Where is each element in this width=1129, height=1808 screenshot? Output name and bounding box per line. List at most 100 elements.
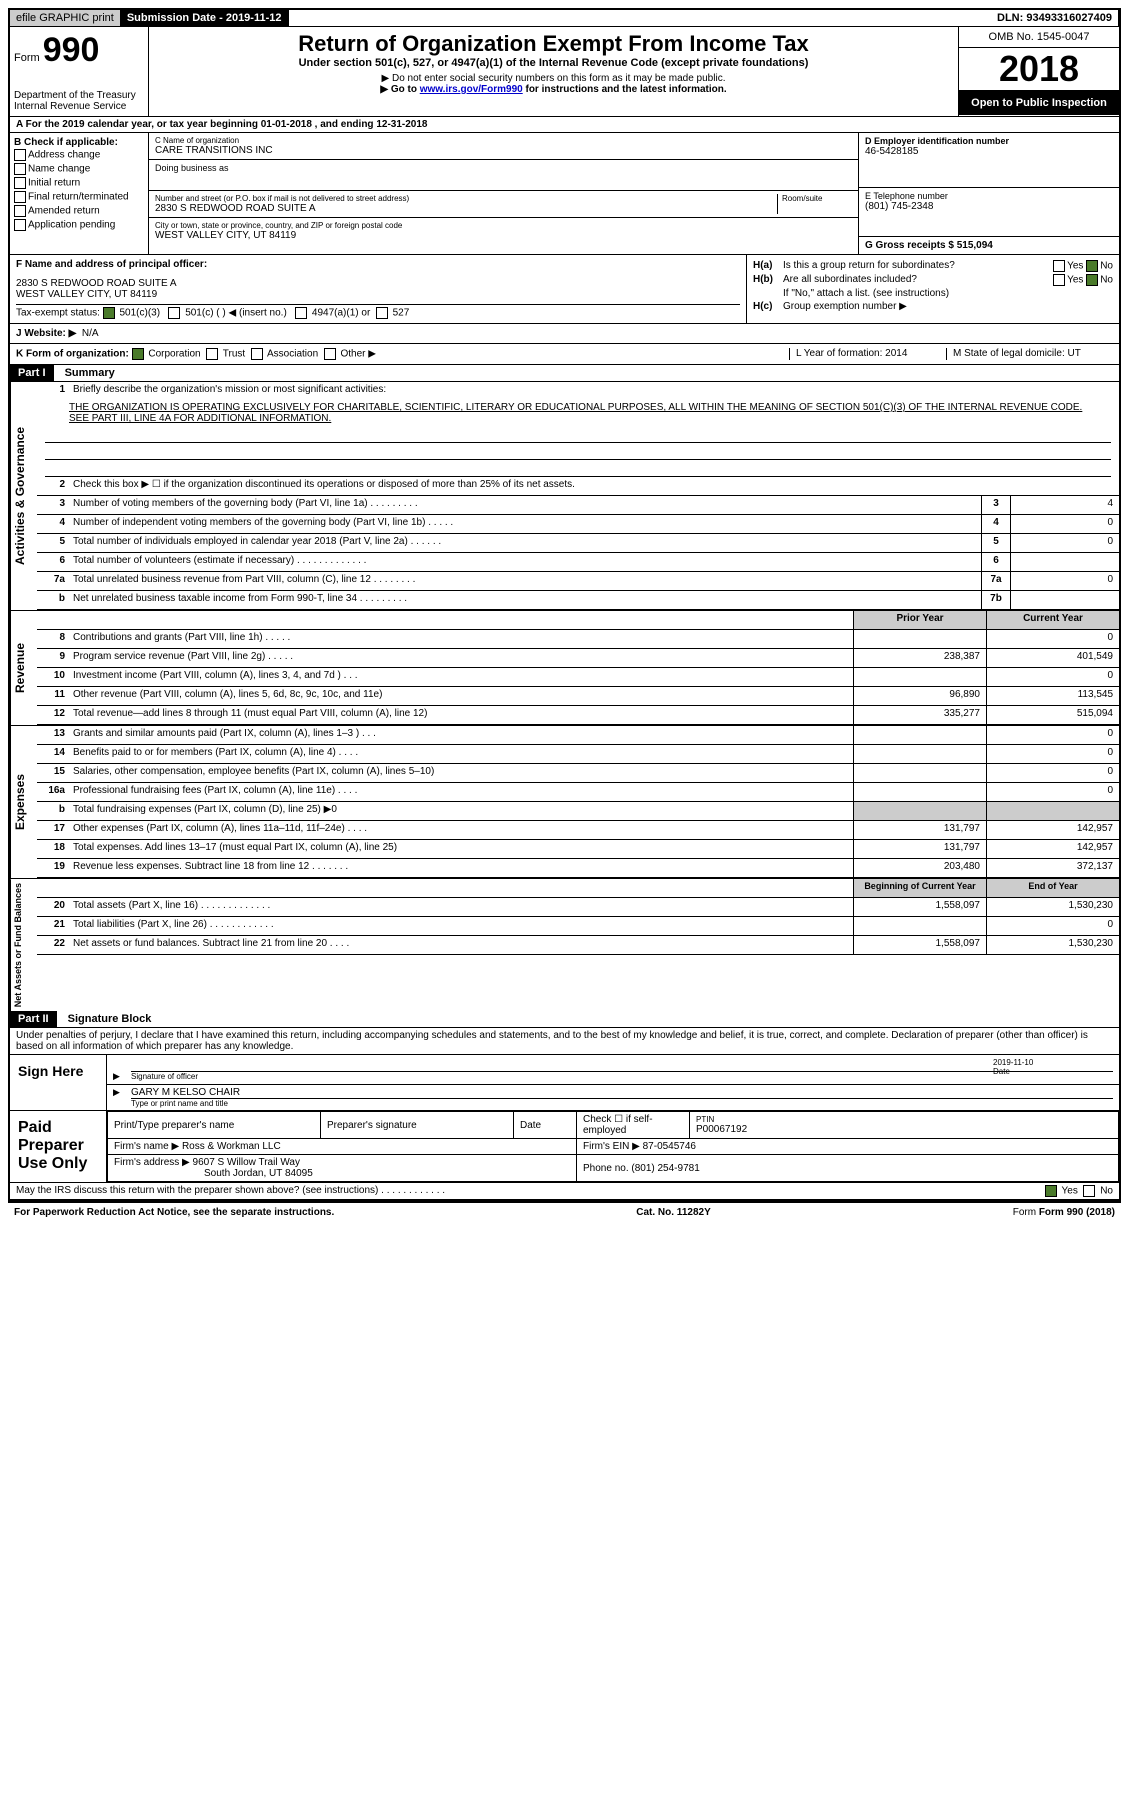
governance-line: 4Number of independent voting members of… <box>37 515 1119 534</box>
governance-line: bNet unrelated business taxable income f… <box>37 591 1119 610</box>
expense-line: 19Revenue less expenses. Subtract line 1… <box>37 859 1119 878</box>
netassets-line: 21Total liabilities (Part X, line 26) . … <box>37 917 1119 936</box>
sign-here-section: Sign Here Signature of officer 2019-11-1… <box>10 1055 1119 1111</box>
revenue-line: 9Program service revenue (Part VIII, lin… <box>37 649 1119 668</box>
discuss-row: May the IRS discuss this return with the… <box>10 1183 1119 1201</box>
firm-name: Ross & Workman LLC <box>182 1141 281 1152</box>
expenses-section: Expenses 13Grants and similar amounts pa… <box>10 725 1119 878</box>
governance-line: 6Total number of volunteers (estimate if… <box>37 553 1119 572</box>
check-association[interactable] <box>251 348 263 360</box>
state-domicile: M State of legal domicile: UT <box>946 348 1113 360</box>
expense-line: 18Total expenses. Add lines 13–17 (must … <box>37 840 1119 859</box>
mission-description: THE ORGANIZATION IS OPERATING EXCLUSIVEL… <box>37 400 1119 426</box>
arrow-icon <box>113 1071 120 1082</box>
firm-address: 9607 S Willow Trail Way <box>193 1157 300 1168</box>
irs-label: Internal Revenue Service <box>14 101 144 112</box>
check-application-pending[interactable]: Application pending <box>14 218 144 232</box>
instructions-link[interactable]: www.irs.gov/Form990 <box>420 84 523 95</box>
row-a-tax-year: A For the 2019 calendar year, or tax yea… <box>10 117 1119 133</box>
dln-label: DLN: 93493316027409 <box>991 10 1119 26</box>
instructions-note: ▶ Go to www.irs.gov/Form990 for instruct… <box>157 84 950 95</box>
hb-no[interactable] <box>1086 274 1098 286</box>
row-k: K Form of organization: Corporation Trus… <box>10 344 1119 365</box>
row-j-website: J Website: ▶ N/A <box>10 324 1119 344</box>
check-501c[interactable] <box>168 307 180 319</box>
check-initial-return[interactable]: Initial return <box>14 176 144 190</box>
check-other[interactable] <box>324 348 336 360</box>
sign-date: 2019-11-10 <box>993 1058 1113 1067</box>
officer-addr1: 2830 S REDWOOD ROAD SUITE A <box>16 278 740 289</box>
expense-line: 16aProfessional fundraising fees (Part I… <box>37 783 1119 802</box>
penalty-statement: Under penalties of perjury, I declare th… <box>10 1028 1119 1055</box>
omb-number: OMB No. 1545-0047 <box>959 27 1119 48</box>
part1-header: Part I Summary <box>10 365 1119 382</box>
gross-receipts: G Gross receipts $ 515,094 <box>865 240 1113 251</box>
ein-value: 46-5428185 <box>865 146 1113 157</box>
check-4947[interactable] <box>295 307 307 319</box>
expense-line: bTotal fundraising expenses (Part IX, co… <box>37 802 1119 821</box>
discuss-no[interactable] <box>1083 1185 1095 1197</box>
revenue-line: 10Investment income (Part VIII, column (… <box>37 668 1119 687</box>
check-address-change[interactable]: Address change <box>14 148 144 162</box>
section-fh: F Name and address of principal officer:… <box>10 255 1119 324</box>
city-state-zip: WEST VALLEY CITY, UT 84119 <box>155 230 852 241</box>
check-527[interactable] <box>376 307 388 319</box>
netassets-line: 22Net assets or fund balances. Subtract … <box>37 936 1119 955</box>
check-trust[interactable] <box>206 348 218 360</box>
discuss-yes[interactable] <box>1045 1185 1057 1197</box>
top-bar: efile GRAPHIC print Submission Date - 20… <box>10 10 1119 27</box>
tax-year: 2018 <box>959 48 1119 91</box>
submission-date-button[interactable]: Submission Date - 2019-11-12 <box>121 10 289 26</box>
arrow-icon <box>113 1087 120 1098</box>
check-final-return[interactable]: Final return/terminated <box>14 190 144 204</box>
street-address: 2830 S REDWOOD ROAD SUITE A <box>155 203 777 214</box>
ssn-note: ▶ Do not enter social security numbers o… <box>157 73 950 84</box>
firm-phone: Phone no. (801) 254-9781 <box>577 1155 1119 1182</box>
section-b: B Check if applicable: Address change Na… <box>10 133 149 254</box>
check-name-change[interactable]: Name change <box>14 162 144 176</box>
phone-value: (801) 745-2348 <box>865 201 1113 212</box>
expense-line: 13Grants and similar amounts paid (Part … <box>37 726 1119 745</box>
form-number: 990 <box>43 31 100 69</box>
check-501c3[interactable] <box>103 307 115 319</box>
form-container: efile GRAPHIC print Submission Date - 20… <box>8 8 1121 1203</box>
expense-line: 14Benefits paid to or for members (Part … <box>37 745 1119 764</box>
paid-preparer-section: Paid Preparer Use Only Print/Type prepar… <box>10 1111 1119 1183</box>
ha-no[interactable] <box>1086 260 1098 272</box>
check-amended-return[interactable]: Amended return <box>14 204 144 218</box>
officer-name: GARY M KELSO CHAIR <box>131 1087 1113 1098</box>
ptin-value: P00067192 <box>696 1124 1112 1135</box>
form-header: Form 990 Department of the Treasury Inte… <box>10 27 1119 117</box>
revenue-line: 12Total revenue—add lines 8 through 11 (… <box>37 706 1119 725</box>
form-title: Return of Organization Exempt From Incom… <box>157 31 950 57</box>
governance-line: 7aTotal unrelated business revenue from … <box>37 572 1119 591</box>
hb-yes[interactable] <box>1053 274 1065 286</box>
expense-line: 15Salaries, other compensation, employee… <box>37 764 1119 783</box>
org-name: CARE TRANSITIONS INC <box>155 145 852 156</box>
part2-header: Part II Signature Block <box>10 1011 1119 1028</box>
netassets-line: 20Total assets (Part X, line 16) . . . .… <box>37 898 1119 917</box>
open-public-label: Open to Public Inspection <box>959 91 1119 115</box>
revenue-line: 11Other revenue (Part VIII, column (A), … <box>37 687 1119 706</box>
firm-ein: 87-0545746 <box>643 1141 696 1152</box>
section-bcd: B Check if applicable: Address change Na… <box>10 133 1119 255</box>
year-formation: L Year of formation: 2014 <box>789 348 946 360</box>
check-corporation[interactable] <box>132 348 144 360</box>
ha-yes[interactable] <box>1053 260 1065 272</box>
expense-line: 17Other expenses (Part IX, column (A), l… <box>37 821 1119 840</box>
page-footer: For Paperwork Reduction Act Notice, see … <box>8 1203 1121 1222</box>
netassets-section: Net Assets or Fund Balances Beginning of… <box>10 878 1119 1011</box>
governance-line: 5Total number of individuals employed in… <box>37 534 1119 553</box>
revenue-section: Revenue Prior Year Current Year 8Contrib… <box>10 610 1119 725</box>
governance-section: Activities & Governance 1 Briefly descri… <box>10 382 1119 610</box>
officer-addr2: WEST VALLEY CITY, UT 84119 <box>16 289 740 300</box>
form-subtitle: Under section 501(c), 527, or 4947(a)(1)… <box>157 57 950 69</box>
form-prefix: Form <box>14 52 40 64</box>
section-de: D Employer identification number 46-5428… <box>859 133 1119 254</box>
revenue-line: 8Contributions and grants (Part VIII, li… <box>37 630 1119 649</box>
efile-print-button[interactable]: efile GRAPHIC print <box>10 10 121 26</box>
governance-line: 3Number of voting members of the governi… <box>37 496 1119 515</box>
dept-treasury: Department of the Treasury <box>14 90 144 101</box>
section-c: C Name of organization CARE TRANSITIONS … <box>149 133 859 254</box>
governance-line: 2Check this box ▶ ☐ if the organization … <box>37 477 1119 496</box>
